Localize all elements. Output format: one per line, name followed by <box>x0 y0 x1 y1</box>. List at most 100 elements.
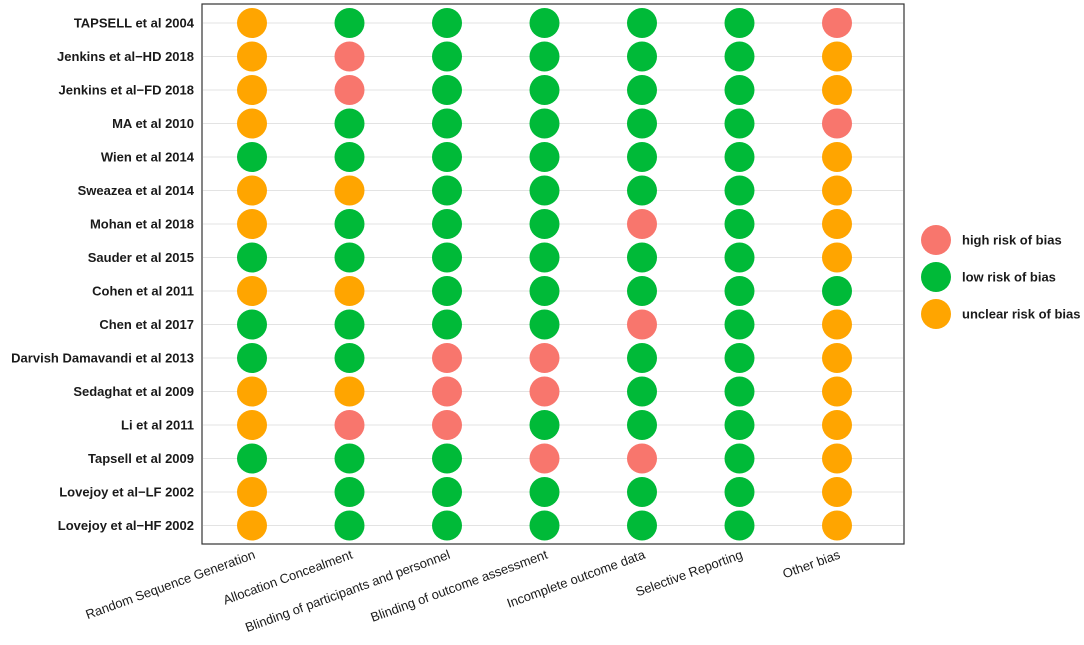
rating-point-low <box>432 41 462 72</box>
rating-point-unclear <box>822 510 852 541</box>
rating-point-low <box>529 175 560 206</box>
rating-point-low <box>724 175 755 206</box>
rating-point-low <box>724 242 755 273</box>
rating-point-low <box>627 477 657 507</box>
rating-point-low <box>529 410 560 440</box>
rating-point-unclear <box>822 376 852 407</box>
rating-point-low <box>334 477 365 507</box>
rating-point-low <box>627 108 657 139</box>
rating-point-unclear <box>822 309 852 340</box>
rating-point-high <box>529 376 560 407</box>
rating-point-low <box>724 209 755 239</box>
rating-point-low <box>822 276 852 306</box>
rating-point-low <box>334 309 365 340</box>
legend-label: high risk of bias <box>962 233 1062 248</box>
rating-point-low <box>432 510 462 541</box>
rating-point-low <box>529 41 560 72</box>
domain-label: Random Sequence Generation <box>83 547 257 622</box>
rating-point-unclear <box>822 41 852 72</box>
plot-panel <box>201 3 905 545</box>
study-label: Cohen et al 2011 <box>92 284 194 299</box>
rating-point-low <box>432 175 462 206</box>
rating-point-high <box>529 343 560 373</box>
rating-point-low <box>724 477 755 507</box>
rating-point-unclear <box>237 276 267 306</box>
rating-point-high <box>432 376 462 407</box>
rating-point-unclear <box>822 75 852 105</box>
rating-point-high <box>627 309 657 340</box>
rating-point-low <box>724 142 755 172</box>
rating-point-high <box>529 443 560 474</box>
rating-point-low <box>627 343 657 373</box>
study-label: Sedaghat et al 2009 <box>73 384 194 399</box>
rating-point-low <box>529 209 560 239</box>
rating-point-low <box>529 108 560 139</box>
rating-point-low <box>334 142 365 172</box>
rating-point-unclear <box>237 376 267 407</box>
study-label: Sweazea et al 2014 <box>78 183 195 198</box>
rating-point-low <box>627 410 657 440</box>
rating-point-low <box>627 276 657 306</box>
rating-point-high <box>627 209 657 239</box>
rating-point-unclear <box>237 209 267 239</box>
rating-point-low <box>237 443 267 474</box>
rating-point-low <box>237 142 267 172</box>
legend-label: low risk of bias <box>962 270 1056 285</box>
study-label: Lovejoy et al−HF 2002 <box>58 518 194 533</box>
study-label: Chen et al 2017 <box>99 317 194 332</box>
rating-point-unclear <box>237 410 267 440</box>
rating-point-unclear <box>334 276 365 306</box>
rating-point-unclear <box>822 242 852 273</box>
study-label: Wien et al 2014 <box>101 150 195 165</box>
rating-point-low <box>627 376 657 407</box>
rating-point-high <box>334 75 365 105</box>
rating-point-low <box>334 443 365 474</box>
rating-point-low <box>432 276 462 306</box>
rating-point-low <box>334 209 365 239</box>
rating-point-high <box>822 8 852 38</box>
rating-point-low <box>724 443 755 474</box>
domain-label: Other bias <box>781 547 843 582</box>
rating-point-low <box>529 8 560 38</box>
rating-point-low <box>432 8 462 38</box>
rating-point-low <box>529 276 560 306</box>
rating-point-high <box>432 410 462 440</box>
rating-point-low <box>432 108 462 139</box>
rating-point-unclear <box>237 510 267 541</box>
rating-point-low <box>627 242 657 273</box>
rating-point-high <box>627 443 657 474</box>
rating-point-low <box>724 510 755 541</box>
legend-key-high <box>921 225 951 255</box>
rating-point-low <box>432 75 462 105</box>
study-label: Darvish Damavandi et al 2013 <box>11 351 194 366</box>
rating-point-unclear <box>237 477 267 507</box>
rating-points <box>237 8 852 541</box>
rating-point-low <box>627 510 657 541</box>
rating-point-low <box>724 41 755 72</box>
rating-point-unclear <box>822 410 852 440</box>
rating-point-low <box>432 477 462 507</box>
rating-point-unclear <box>237 175 267 206</box>
rating-point-unclear <box>822 175 852 206</box>
rating-point-low <box>724 75 755 105</box>
rating-point-low <box>432 242 462 273</box>
rating-point-low <box>432 209 462 239</box>
rating-point-low <box>432 142 462 172</box>
rating-point-low <box>334 108 365 139</box>
rating-point-low <box>724 108 755 139</box>
rating-point-high <box>334 410 365 440</box>
rating-point-low <box>724 309 755 340</box>
rating-point-unclear <box>822 443 852 474</box>
rating-point-unclear <box>822 142 852 172</box>
rating-point-low <box>237 343 267 373</box>
rating-point-low <box>627 175 657 206</box>
rating-point-unclear <box>822 477 852 507</box>
study-label: Sauder et al 2015 <box>88 250 194 265</box>
study-label: Lovejoy et al−LF 2002 <box>59 485 194 500</box>
rating-point-unclear <box>334 175 365 206</box>
rating-point-low <box>432 443 462 474</box>
rating-point-low <box>334 242 365 273</box>
study-label: Li et al 2011 <box>121 418 194 433</box>
